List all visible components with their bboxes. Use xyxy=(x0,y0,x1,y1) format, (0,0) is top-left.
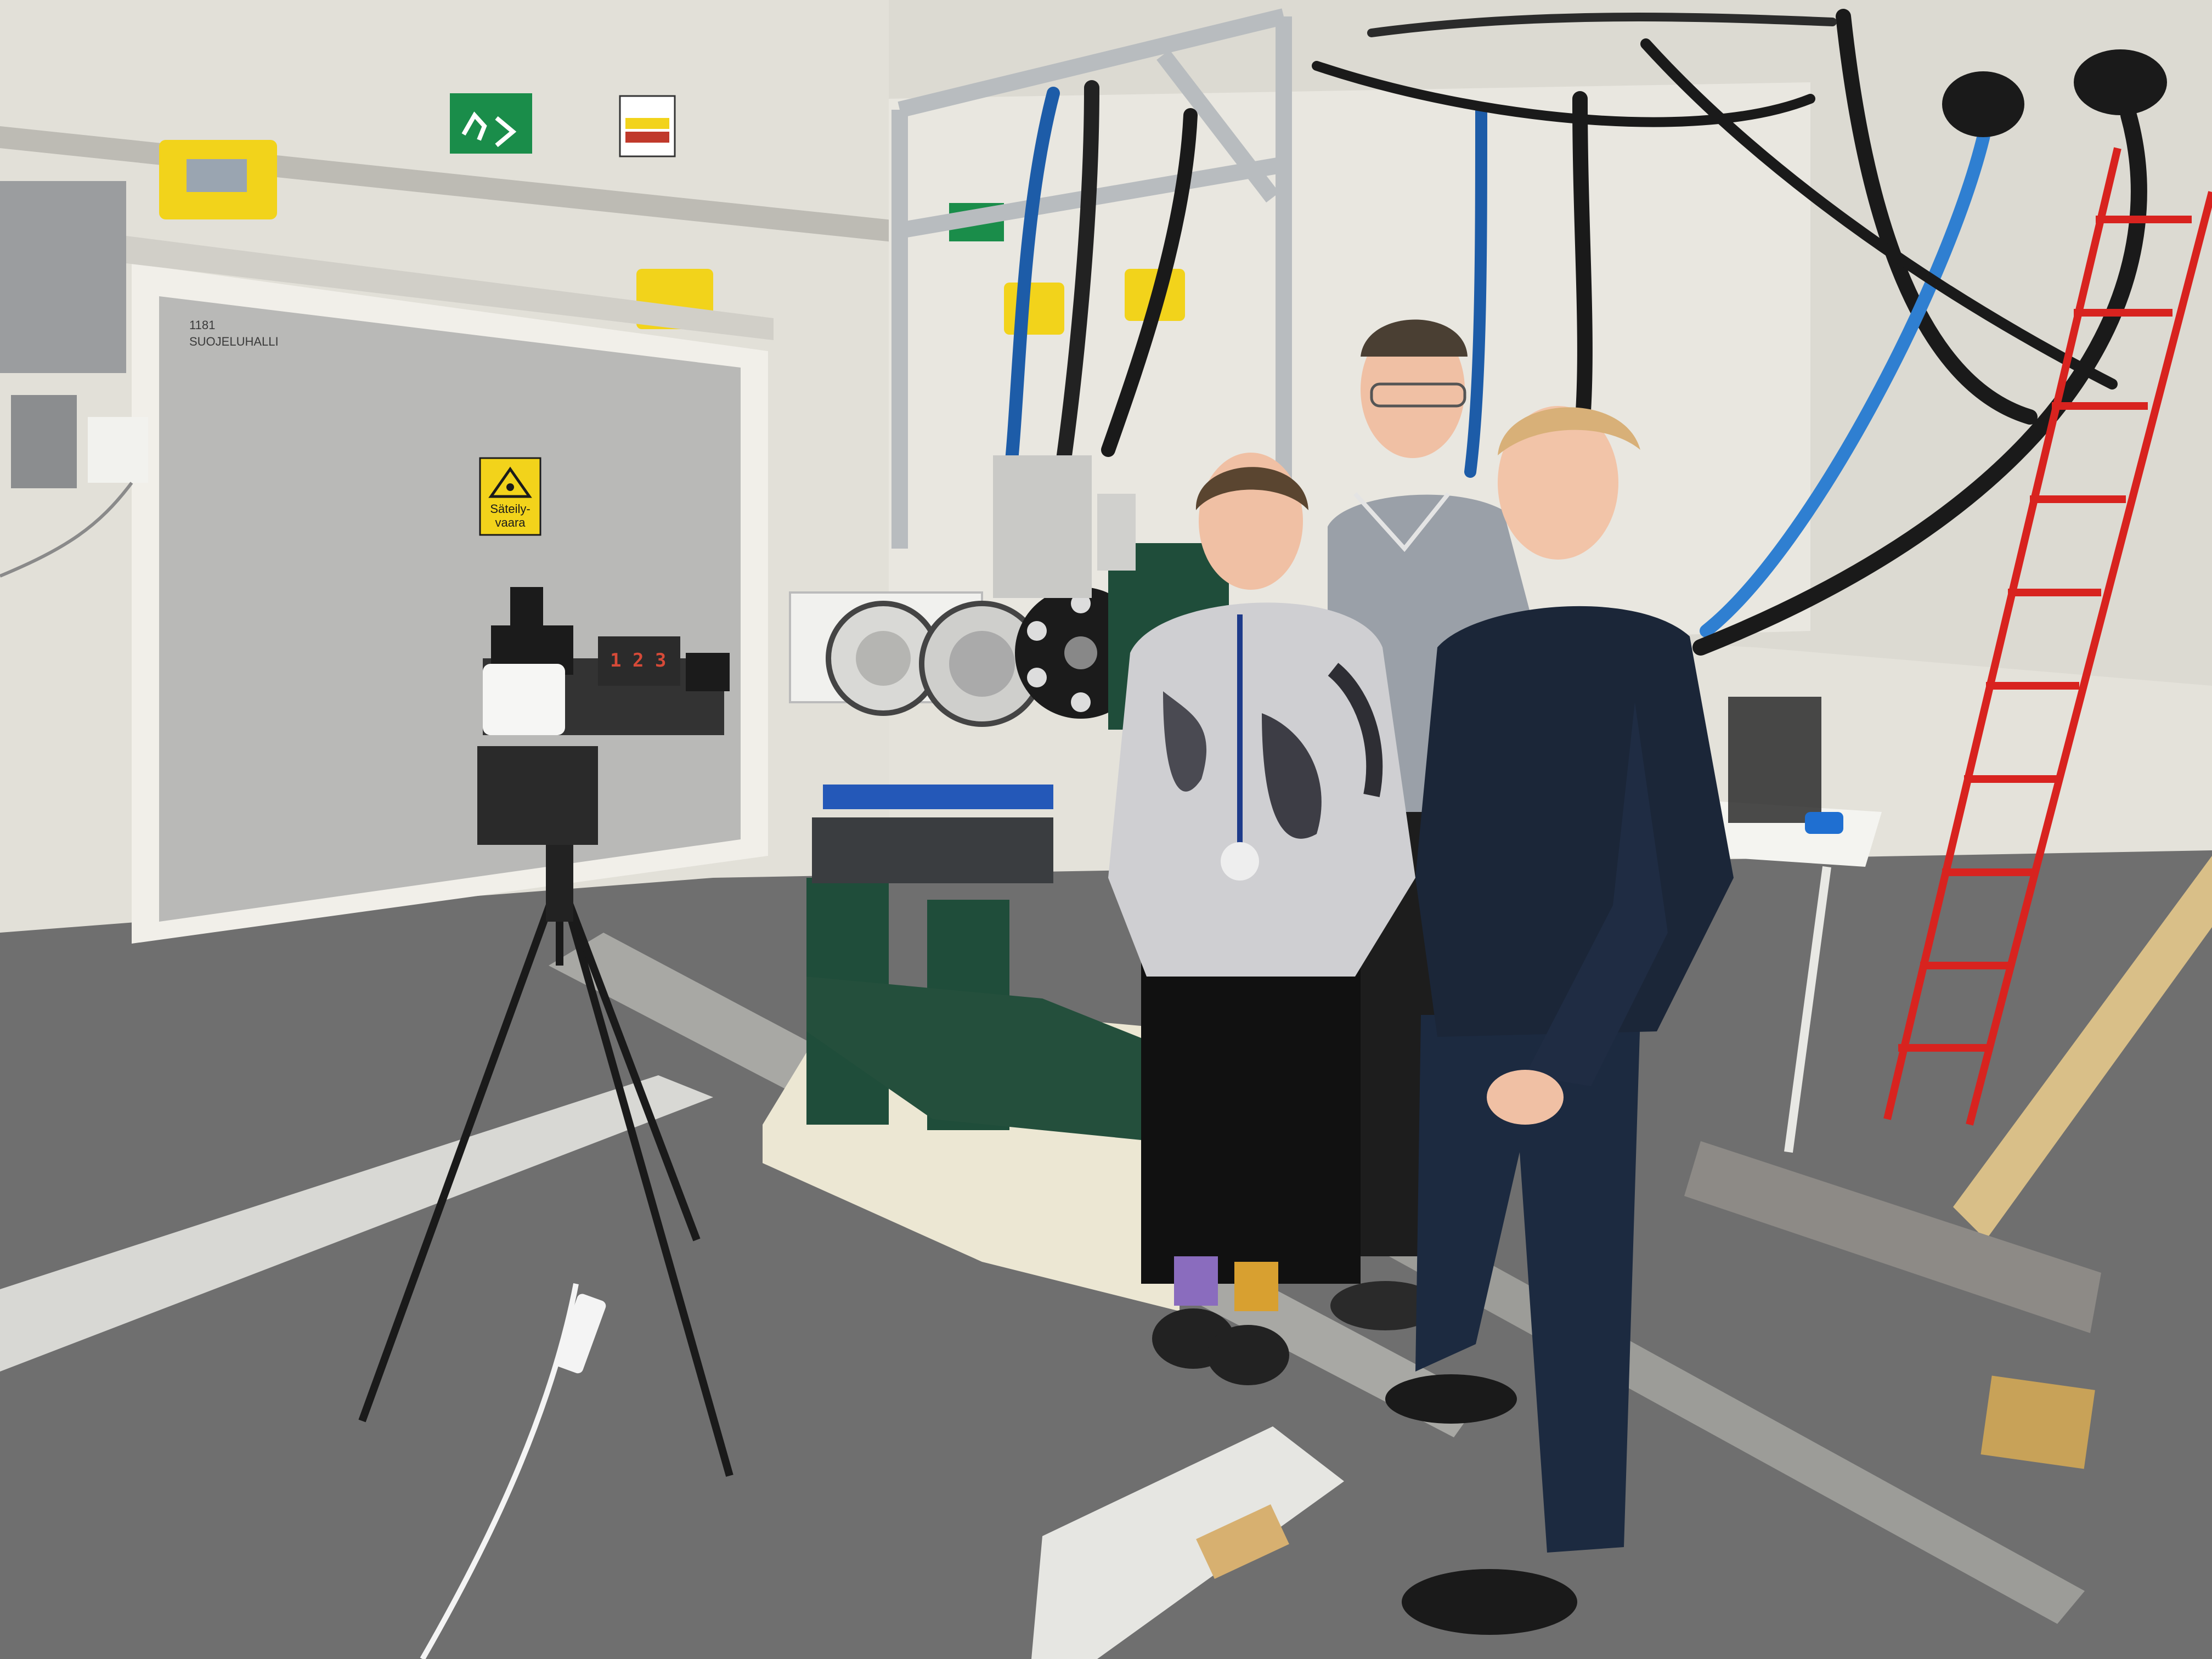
person-right xyxy=(1385,406,1734,1635)
door-label-line2: SUOJELUHALLI xyxy=(189,335,279,348)
person-left xyxy=(1108,453,1415,1385)
digital-counter xyxy=(598,636,680,686)
overhead-cables xyxy=(1003,9,2147,656)
exit-sign-1 xyxy=(450,93,532,154)
white-battery-box xyxy=(483,664,565,735)
side-table xyxy=(1701,697,1882,1153)
radiation-sign-line1: Säteily- xyxy=(490,502,530,516)
wooden-beam xyxy=(1953,856,2212,1240)
warning-label xyxy=(619,95,676,157)
yellow-trolley-3 xyxy=(1004,283,1064,335)
counter-readout: 1 2 3 xyxy=(610,650,666,672)
radiation-sign-line2: vaara xyxy=(495,516,526,529)
floor-details xyxy=(1031,1141,2101,1659)
left-wall-fixtures xyxy=(0,181,148,578)
wall-ports xyxy=(1942,49,2167,137)
camera-tripod xyxy=(358,587,733,1659)
red-ladder xyxy=(1883,147,2212,1126)
door-label-line1: 1181 xyxy=(189,318,215,332)
